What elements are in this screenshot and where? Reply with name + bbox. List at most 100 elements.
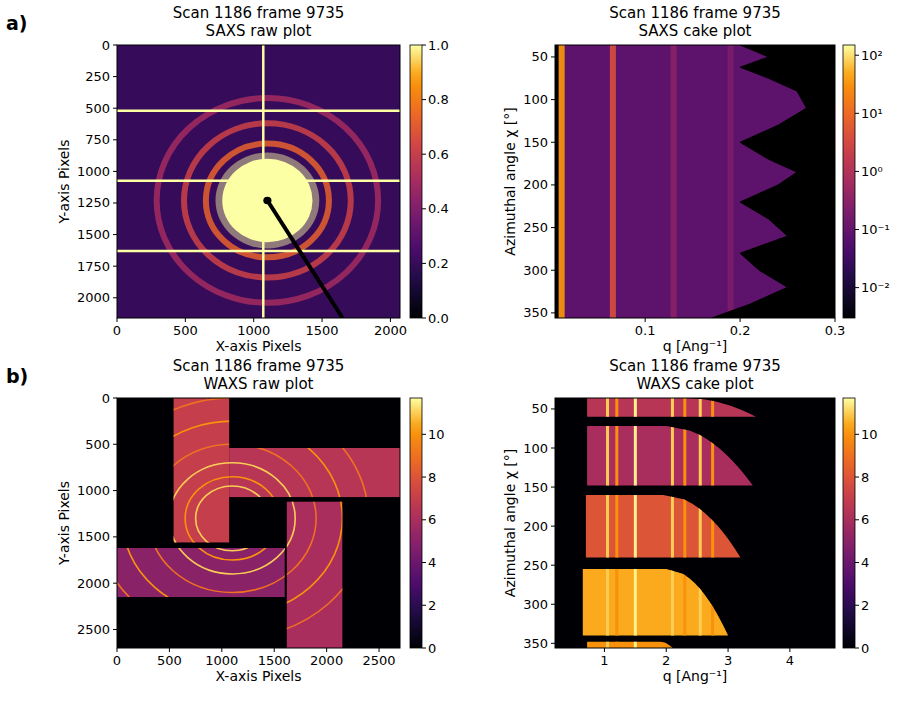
y-tick: [113, 629, 117, 630]
y-tick: [551, 142, 555, 143]
title: Scan 1186 frame 9735: [173, 357, 345, 375]
x-tick-label: 1000: [237, 323, 270, 338]
y-tick: [551, 99, 555, 100]
panel: 0.10.20.350100150200250300350q [Ang⁻¹]Az…: [502, 4, 889, 354]
x-tick: [274, 648, 275, 652]
plot-area: [555, 45, 835, 318]
y-tick: [113, 171, 117, 172]
ring: [117, 398, 369, 639]
ring-disc: [222, 159, 312, 242]
colorbar-tick-label: 2: [861, 598, 869, 613]
x-tick-label: 0: [113, 653, 121, 668]
x-axis-title: q [Ang⁻¹]: [663, 668, 728, 684]
ring-line: [671, 398, 674, 648]
y-tick-label: 50: [531, 49, 548, 64]
rings: [117, 398, 369, 639]
y-tick-label: 350: [523, 636, 548, 651]
panel-label: b): [6, 365, 28, 387]
y-tick: [551, 604, 555, 605]
colorbar-tick: [422, 477, 426, 478]
detector-module: [117, 548, 285, 597]
y-tick-label: 1750: [77, 259, 110, 274]
title: WAXS cake plot: [636, 375, 753, 393]
colorbar-tick: [855, 287, 859, 288]
colorbar-tick: [855, 648, 859, 649]
colorbar-tick: [422, 562, 426, 563]
colorbar-tick: [855, 171, 859, 172]
ring-lines: [606, 398, 714, 648]
y-tick: [113, 490, 117, 491]
ring-band: [728, 45, 734, 318]
y-tick-label: 150: [523, 135, 548, 150]
title: WAXS raw plot: [204, 375, 314, 393]
x-axis-title: X-axis Pixels: [215, 338, 301, 354]
colorbar-tick: [855, 477, 859, 478]
y-tick-label: 150: [523, 480, 548, 495]
colorbar-tick-label: 10¹: [861, 106, 883, 121]
y-tick-label: 200: [523, 519, 548, 534]
x-tick: [835, 318, 836, 322]
title: Scan 1186 frame 9735: [609, 357, 781, 375]
colorbar-tick: [855, 605, 859, 606]
background: [555, 398, 835, 648]
y-tick: [113, 398, 117, 399]
colorbar-tick-label: 0: [861, 641, 869, 656]
y-tick-label: 1500: [77, 227, 110, 242]
x-tick: [379, 648, 380, 652]
y-tick-label: 1000: [77, 483, 110, 498]
x-tick-label: 0.1: [635, 323, 656, 338]
y-tick-label: 300: [523, 263, 548, 278]
x-tick-label: 500: [173, 323, 198, 338]
y-tick: [551, 448, 555, 449]
ring: [157, 98, 378, 303]
ring: [169, 463, 295, 574]
x-tick-label: 2: [662, 653, 670, 668]
y-tick: [551, 56, 555, 57]
x-tick-label: 3: [724, 653, 732, 668]
y-axis-title: Y-axis Pixels: [56, 481, 72, 566]
x-tick-label: 0.2: [730, 323, 751, 338]
colorbar: [843, 398, 855, 648]
y-tick-label: 2500: [77, 622, 110, 637]
ring-line: [634, 398, 637, 648]
colorbar-tick-label: 10²: [861, 48, 883, 63]
x-tick-label: 1: [600, 653, 608, 668]
y-tick: [113, 76, 117, 77]
frame: [555, 398, 835, 648]
colorbar-tick: [422, 45, 426, 46]
y-tick-label: 750: [85, 132, 110, 147]
colorbar-tick: [422, 434, 426, 435]
colorbar-tick: [855, 55, 859, 56]
y-tick: [113, 583, 117, 584]
colorbar-tick-label: 6: [861, 512, 869, 527]
ring: [185, 477, 279, 560]
ring-band: [671, 45, 677, 318]
figure: 0500100015002000025050075010001250150017…: [0, 0, 902, 708]
colorbar-tick: [422, 605, 426, 606]
y-tick: [551, 643, 555, 644]
y-tick-label: 1500: [77, 529, 110, 544]
y-tick-label: 1250: [77, 195, 110, 210]
colorbar-tick-label: 10⁻²: [861, 280, 890, 295]
x-tick-label: 2000: [374, 323, 407, 338]
cake-segment: [587, 426, 753, 485]
frame: [117, 398, 400, 648]
colorbar-tick: [855, 434, 859, 435]
x-tick-label: 2500: [362, 653, 395, 668]
x-tick: [666, 648, 667, 652]
colorbar-tick: [855, 562, 859, 563]
colorbar: [410, 45, 422, 318]
colorbar-tick: [422, 208, 426, 209]
frame: [555, 45, 835, 318]
beamstop: [263, 197, 271, 205]
halo: [216, 152, 320, 248]
ring-band: [610, 45, 616, 318]
y-tick: [113, 202, 117, 203]
detector-gap: [117, 250, 400, 253]
colorbar-tick-label: 10: [428, 427, 445, 442]
colorbar-tick: [422, 154, 426, 155]
x-tick: [645, 318, 646, 322]
x-tick: [322, 318, 323, 322]
plot-area: [555, 398, 835, 648]
colorbar-tick-label: 10⁰: [861, 164, 883, 179]
